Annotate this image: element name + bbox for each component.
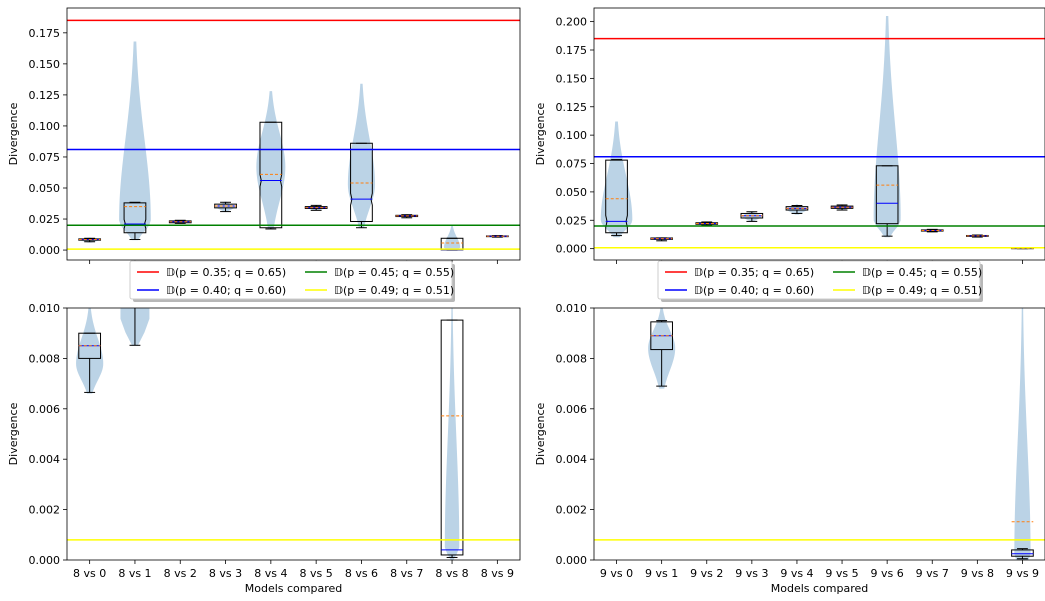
x-tick-label: 9 vs 8: [961, 567, 994, 580]
plot-area: [594, 15, 1045, 250]
x-axis-label: Models compared: [245, 582, 343, 595]
plot-frame: [66, 7, 521, 261]
y-axis-label: Divergence: [7, 402, 20, 465]
legend-label: 𝔻(p = 0.49; q = 0.51): [862, 284, 982, 297]
y-tick-label: 0.000: [29, 244, 61, 257]
x-tick-label: 8 vs 9: [481, 567, 514, 580]
y-tick-label: 0.150: [29, 58, 61, 71]
y-tick-label: 0.010: [556, 302, 588, 315]
y-tick-label: 0.008: [29, 352, 61, 365]
y-tick-label: 0.000: [556, 554, 588, 567]
x-tick-label: 9 vs 0: [600, 567, 633, 580]
box-9: [1011, 549, 1034, 557]
x-tick-label: 9 vs 1: [645, 567, 678, 580]
x-axis-label: Models compared: [771, 582, 869, 595]
y-tick-label: 0.100: [29, 120, 61, 133]
chart-top-left: 0.000 0.025 0.050 0.075 0.100 0.125 0.150 0.175…: [7, 7, 521, 264]
y-axis-label: Divergence: [534, 402, 547, 465]
plot-area: [67, 308, 520, 560]
legend-label: 𝔻(p = 0.35; q = 0.65): [166, 266, 286, 279]
x-tick-label: 8 vs 7: [390, 567, 423, 580]
y-tick-label: 0.200: [556, 16, 588, 29]
y-axis-label: Divergence: [7, 102, 20, 165]
y-tick-label: 0.004: [29, 453, 61, 466]
x-tick-label: 9 vs 7: [916, 567, 949, 580]
x-tick-label: 8 vs 5: [300, 567, 333, 580]
y-tick-label: 0.050: [29, 182, 61, 195]
legend-label: 𝔻(p = 0.45; q = 0.55): [334, 266, 454, 279]
y-tick-label: 0.100: [556, 129, 588, 142]
legend-label: 𝔻(p = 0.45; q = 0.55): [862, 266, 982, 279]
x-tick-label: 8 vs 1: [118, 567, 151, 580]
violin-1: [119, 41, 151, 241]
plot-area: [594, 308, 1045, 560]
x-tick-label: 8 vs 2: [164, 567, 197, 580]
y-tick-label: 0.150: [556, 72, 588, 85]
box-6: [350, 142, 373, 223]
y-tick-label: 0.175: [556, 44, 588, 57]
violin-6: [347, 83, 376, 228]
violin-9: [1014, 308, 1031, 560]
chart-bottom-right: 0.000 0.002 0.004 0.006 0.008 0.010 9 vs 0 9 vs…: [534, 302, 1045, 595]
violin-8: [443, 225, 461, 251]
x-tick-label: 9 vs 2: [690, 567, 723, 580]
x-tick-label: 8 vs 0: [73, 567, 106, 580]
plot-frame: [593, 307, 1045, 561]
x-tick-label: 8 vs 4: [254, 567, 287, 580]
box-1: [123, 202, 147, 234]
chart-top-right: 0.000 0.025 0.050 0.075 0.100 0.125 0.150 0.175…: [534, 7, 1045, 264]
legend-label: 𝔻(p = 0.40; q = 0.60): [694, 284, 814, 297]
legend-label: 𝔻(p = 0.40; q = 0.60): [166, 284, 286, 297]
plot-frame: [593, 7, 1045, 261]
chart-bottom-left: 0.000 0.002 0.004 0.006 0.008 0.010 8 vs 0 8 vs…: [7, 302, 521, 595]
violin-0: [600, 121, 633, 238]
y-tick-label: 0.002: [29, 504, 61, 517]
box-6: [875, 165, 899, 225]
violin-6: [873, 15, 901, 238]
y-tick-label: 0.000: [556, 243, 588, 256]
x-tick-label: 9 vs 5: [825, 567, 858, 580]
x-tick-label: 8 vs 8: [435, 567, 468, 580]
legend-right: 𝔻(p = 0.35; q = 0.65) 𝔻(p = 0.45; q = 0.…: [657, 260, 983, 302]
violin-1: [648, 308, 676, 389]
box-8: [440, 319, 464, 556]
plot-area: [67, 19, 520, 251]
x-tick-label: 9 vs 4: [780, 567, 813, 580]
y-tick-label: 0.125: [556, 101, 588, 114]
y-tick-label: 0.025: [29, 213, 61, 226]
box-0: [605, 159, 628, 234]
legend-label: 𝔻(p = 0.35; q = 0.65): [694, 266, 814, 279]
y-tick-label: 0.050: [556, 186, 588, 199]
x-tick-label: 9 vs 3: [735, 567, 768, 580]
y-tick-label: 0.010: [29, 302, 61, 315]
x-tick-label: 9 vs 9: [1006, 567, 1039, 580]
y-tick-label: 0.025: [556, 214, 588, 227]
y-tick-label: 0.075: [29, 151, 61, 164]
y-tick-label: 0.075: [556, 158, 588, 171]
plot-frame: [66, 307, 521, 561]
x-tick-label: 8 vs 3: [209, 567, 242, 580]
y-axis-label: Divergence: [534, 102, 547, 165]
legend-label: 𝔻(p = 0.49; q = 0.51): [334, 284, 454, 297]
violin-8: [444, 308, 460, 560]
x-tick-label: 8 vs 6: [345, 567, 378, 580]
x-tick-label: 9 vs 6: [871, 567, 904, 580]
y-tick-label: 0.004: [556, 453, 588, 466]
y-tick-label: 0.006: [29, 403, 61, 416]
legend-left: 𝔻(p = 0.35; q = 0.65) 𝔻(p = 0.45; q = 0.…: [129, 260, 455, 302]
box-4: [259, 121, 283, 229]
y-tick-label: 0.002: [556, 504, 588, 517]
y-tick-label: 0.006: [556, 403, 588, 416]
y-tick-label: 0.000: [29, 554, 61, 567]
y-tick-label: 0.175: [29, 27, 61, 40]
y-tick-label: 0.125: [29, 89, 61, 102]
y-tick-label: 0.008: [556, 352, 588, 365]
violin-0: [76, 308, 104, 394]
violin-4: [256, 91, 286, 229]
